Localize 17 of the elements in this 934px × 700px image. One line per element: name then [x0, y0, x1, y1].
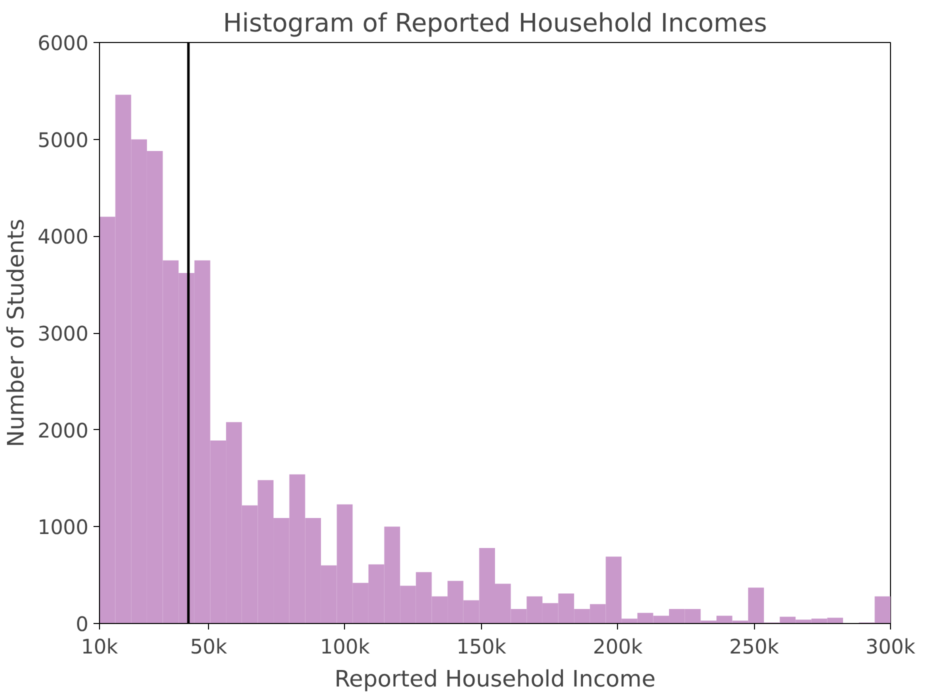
y-tick-label: 0	[76, 612, 89, 636]
y-axis-title: Number of Students	[4, 218, 30, 448]
y-tick-label: 3000	[38, 322, 89, 346]
x-tick-label: 300k	[866, 634, 916, 658]
y-tick-label: 6000	[38, 31, 89, 55]
x-tick-label: 10k	[80, 634, 118, 658]
x-tick-label: 200k	[592, 634, 644, 658]
y-tick-label: 4000	[38, 224, 89, 249]
x-tick-label: 150k	[456, 634, 507, 658]
x-axis-title: Reported Household Income	[334, 666, 656, 692]
chart-title: Histogram of Reported Household Incomes	[222, 8, 768, 38]
y-tick-label: 5000	[38, 128, 89, 152]
x-tick-label: 250k	[729, 634, 780, 658]
y-tick-label: 2000	[38, 418, 89, 442]
x-tick-label: 100k	[320, 634, 370, 658]
y-tick-label: 1000	[38, 515, 89, 540]
x-tick-label: 50k	[190, 634, 228, 658]
